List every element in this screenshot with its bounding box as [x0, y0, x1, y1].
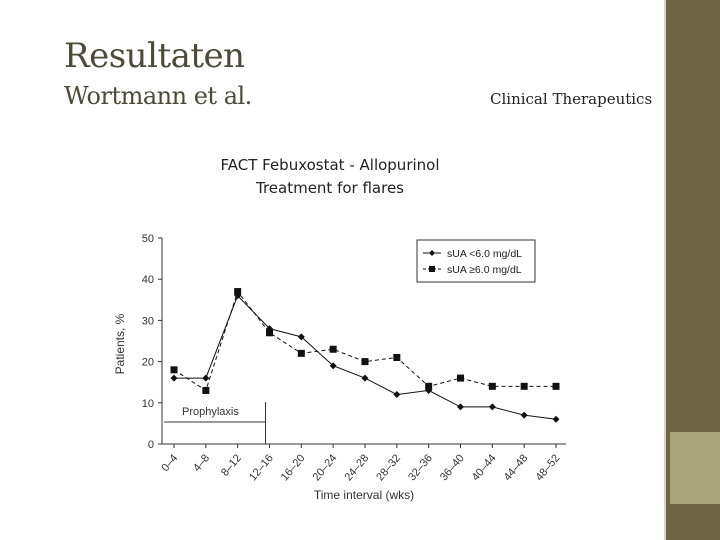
x-tick-label: 20–24 — [311, 452, 340, 483]
series-1-point — [329, 362, 337, 370]
series-2-point — [297, 349, 305, 357]
series-1-point — [488, 403, 496, 411]
series-2-point — [520, 382, 528, 390]
series-2-point — [234, 288, 242, 296]
series-2-point — [202, 386, 210, 394]
legend-label-2: sUA ≥6.0 mg/dL — [447, 264, 522, 276]
x-tick-label: 8–12 — [219, 452, 244, 478]
y-tick-label: 20 — [142, 357, 154, 369]
y-axis-ticks: 0 10 20 30 40 50 — [142, 233, 162, 451]
prophylaxis-annotation: Prophylaxis — [164, 402, 266, 444]
series-line-1 — [174, 294, 557, 420]
series-1-point — [202, 374, 210, 382]
slide-title: Resultaten — [64, 36, 245, 76]
y-tick-label: 30 — [142, 315, 154, 327]
x-axis-label: Time interval (wks) — [314, 488, 414, 502]
legend-marker-square — [429, 266, 435, 272]
y-tick-label: 50 — [142, 233, 154, 245]
chart-heading-line2: Treatment for flares — [255, 179, 404, 197]
series-2-point — [425, 382, 433, 390]
y-axis-label: Patients, % — [113, 313, 127, 374]
chart-legend: sUA <6.0 mg/dL sUA ≥6.0 mg/dL — [416, 239, 536, 283]
series-1-point — [297, 333, 305, 341]
series-2-point — [457, 374, 464, 382]
slide-author: Wortmann et al. — [64, 82, 252, 110]
x-tick-label: 48–52 — [533, 452, 562, 483]
sidebar-divider — [664, 0, 666, 540]
legend-label-1: sUA <6.0 mg/dL — [447, 248, 522, 260]
y-tick-label: 0 — [148, 439, 154, 451]
x-tick-label: 4–8 — [191, 452, 212, 474]
series-1-point — [170, 374, 178, 382]
x-tick-label: 44–48 — [502, 452, 531, 483]
series-2-point — [266, 329, 273, 337]
series-2-point — [552, 382, 560, 390]
x-tick-label: 36–40 — [438, 452, 467, 483]
x-tick-label: 12–16 — [247, 452, 276, 483]
journal-name: Clinical Therapeutics — [490, 90, 653, 108]
chart-axes — [161, 238, 566, 445]
series-2-point — [170, 366, 178, 374]
y-tick-label: 40 — [142, 274, 154, 286]
x-tick-label: 24–28 — [342, 452, 371, 483]
x-tick-label: 32–36 — [406, 452, 435, 483]
y-tick-label: 10 — [142, 398, 154, 410]
x-tick-label: 40–44 — [470, 452, 499, 483]
x-tick-label: 16–20 — [279, 452, 308, 483]
series-2-point — [361, 358, 369, 366]
series-2-point — [488, 382, 496, 390]
chart-heading: FACT Febuxostat - Allopurinol Treatment … — [180, 154, 480, 200]
sidebar-accent-block — [670, 432, 720, 504]
series-1-point — [520, 411, 528, 419]
x-tick-label: 28–32 — [374, 452, 403, 483]
x-tick-label: 0–4 — [159, 452, 180, 474]
prophylaxis-label: Prophylaxis — [182, 406, 239, 418]
series-1-point — [457, 403, 464, 411]
legend-box — [416, 239, 536, 283]
series-2-point — [393, 353, 401, 361]
chart-series — [170, 288, 560, 423]
chart-heading-line1: FACT Febuxostat - Allopurinol — [220, 156, 440, 174]
series-2-point — [329, 345, 337, 353]
series-1-point — [393, 391, 401, 399]
series-1-point — [361, 374, 369, 382]
x-axis-ticks: 0–4 4–8 8–12 12–16 16–20 20–24 24–28 28–32 32–36… — [159, 444, 562, 483]
legend-marker-diamond — [429, 250, 435, 256]
series-1-point — [552, 415, 560, 423]
